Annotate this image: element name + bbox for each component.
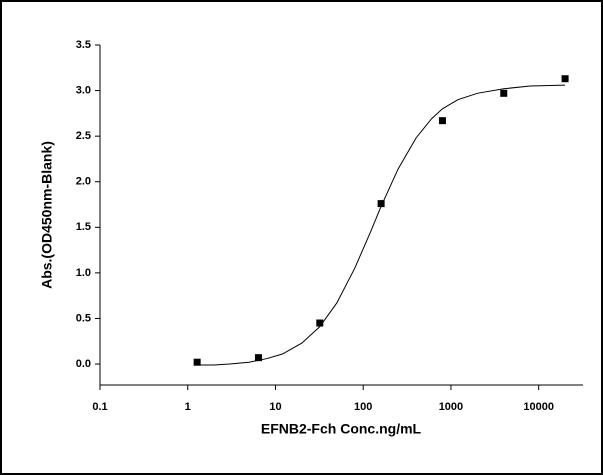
y-tick-label: 1.5 bbox=[76, 221, 91, 233]
data-point bbox=[316, 319, 324, 327]
y-tick-label: 2.0 bbox=[76, 176, 91, 188]
fit-curve bbox=[197, 84, 566, 366]
x-tick-label: 0.1 bbox=[92, 401, 107, 413]
data-point bbox=[377, 200, 385, 208]
y-tick-label: 0.5 bbox=[76, 312, 91, 324]
y-tick-label: 3.5 bbox=[76, 39, 91, 51]
data-point bbox=[193, 358, 201, 366]
data-point bbox=[500, 89, 508, 97]
x-tick-label: 1000 bbox=[439, 401, 463, 413]
y-tick-label: 1.0 bbox=[76, 267, 91, 279]
data-point bbox=[561, 75, 569, 83]
y-axis-title: Abs.(OD450nm-Blank) bbox=[39, 141, 55, 289]
x-tick-label: 1 bbox=[185, 401, 191, 413]
y-tick-label: 0.0 bbox=[76, 358, 91, 370]
data-point bbox=[254, 354, 262, 362]
x-tick-label: 100 bbox=[354, 401, 372, 413]
y-tick-label: 2.5 bbox=[76, 130, 91, 142]
data-point bbox=[438, 117, 446, 125]
x-axis-title: EFNB2-Fch Conc.ng/mL bbox=[261, 421, 422, 437]
x-tick-label: 10000 bbox=[523, 401, 554, 413]
y-tick-label: 3.0 bbox=[76, 84, 91, 96]
x-tick-label: 10 bbox=[269, 401, 281, 413]
